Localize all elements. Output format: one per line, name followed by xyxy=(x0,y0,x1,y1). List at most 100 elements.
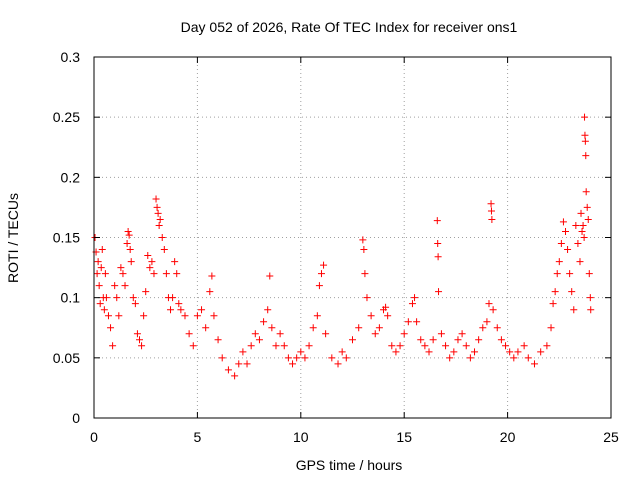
data-point xyxy=(301,354,309,362)
data-point xyxy=(255,336,263,344)
data-point xyxy=(466,354,474,362)
data-point xyxy=(576,258,584,266)
data-point xyxy=(235,360,243,368)
data-point xyxy=(502,342,510,350)
data-point xyxy=(349,336,356,344)
data-point xyxy=(175,300,183,308)
data-point xyxy=(156,215,164,223)
data-point xyxy=(530,360,538,368)
data-point xyxy=(243,360,251,368)
data-point xyxy=(549,300,557,308)
data-point xyxy=(562,227,570,235)
data-point xyxy=(446,354,454,362)
data-point xyxy=(171,258,179,266)
data-point xyxy=(338,348,346,356)
data-point xyxy=(559,218,567,226)
data-point xyxy=(578,227,586,235)
data-point xyxy=(97,264,105,272)
data-point xyxy=(547,324,555,332)
data-point xyxy=(458,330,466,338)
x-tick-labels: 0 5 10 15 20 25 xyxy=(90,429,619,445)
data-point xyxy=(177,306,185,314)
data-point xyxy=(305,342,313,350)
data-point xyxy=(95,282,103,290)
data-point xyxy=(514,348,522,356)
data-point xyxy=(411,294,419,302)
data-point xyxy=(487,207,495,215)
data-point xyxy=(231,372,239,380)
data-point xyxy=(251,330,259,338)
data-point xyxy=(146,264,154,272)
data-point xyxy=(537,348,545,356)
data-point xyxy=(582,188,590,196)
data-point xyxy=(360,246,368,254)
data-point xyxy=(280,342,288,350)
data-point xyxy=(342,354,350,362)
data-point xyxy=(483,318,491,326)
data-point xyxy=(583,203,591,211)
data-point xyxy=(125,231,133,239)
data-point xyxy=(577,209,585,217)
data-point xyxy=(404,318,412,326)
data-point xyxy=(113,294,121,302)
data-point xyxy=(471,348,479,356)
data-point xyxy=(382,303,390,311)
data-point xyxy=(100,306,108,314)
data-point xyxy=(181,312,189,320)
data-point xyxy=(272,342,280,350)
data-point xyxy=(489,306,497,314)
data-point xyxy=(581,131,589,139)
data-point xyxy=(435,288,443,296)
data-point xyxy=(322,330,330,338)
data-point xyxy=(185,330,193,338)
data-point xyxy=(101,270,109,278)
data-point xyxy=(193,312,201,320)
data-point xyxy=(434,253,442,261)
data-point xyxy=(313,312,321,320)
data-point xyxy=(109,342,117,350)
data-point xyxy=(148,258,156,266)
data-point xyxy=(566,270,574,278)
data-point xyxy=(574,240,582,248)
data-point xyxy=(328,354,336,362)
y-tick-label: 0.1 xyxy=(61,290,81,306)
y-tick-labels: 0 0.05 0.1 0.15 0.2 0.25 0.3 xyxy=(53,49,80,426)
x-tick-label: 10 xyxy=(293,429,309,445)
data-point xyxy=(107,324,115,332)
data-point xyxy=(462,342,470,350)
data-point xyxy=(150,270,158,278)
data-point xyxy=(152,195,160,203)
data-point xyxy=(214,336,222,344)
x-tick-label: 20 xyxy=(500,429,516,445)
data-point xyxy=(126,246,134,254)
data-point xyxy=(572,221,580,229)
data-point xyxy=(93,270,101,278)
chart-title: Day 052 of 2026, Rate Of TEC Index for r… xyxy=(181,19,518,35)
data-point xyxy=(334,360,342,368)
data-point xyxy=(140,312,148,320)
data-point xyxy=(485,300,493,308)
data-point xyxy=(487,200,495,208)
data-point xyxy=(173,270,181,278)
data-point xyxy=(581,113,589,121)
data-point xyxy=(388,342,396,350)
data-point xyxy=(580,234,588,241)
data-point xyxy=(568,288,576,296)
data-point xyxy=(104,312,112,320)
data-point xyxy=(96,300,104,308)
data-point xyxy=(553,270,561,278)
data-point xyxy=(133,330,141,338)
data-point xyxy=(506,348,514,356)
data-point xyxy=(129,294,137,302)
data-point xyxy=(117,264,125,272)
data-point xyxy=(425,348,433,356)
data-point xyxy=(355,324,363,332)
data-point xyxy=(293,354,301,362)
data-point xyxy=(564,246,572,254)
data-point xyxy=(429,336,437,344)
data-point xyxy=(479,324,487,332)
data-point xyxy=(210,312,218,320)
y-tick-label: 0.15 xyxy=(53,230,80,246)
data-point xyxy=(543,342,551,350)
